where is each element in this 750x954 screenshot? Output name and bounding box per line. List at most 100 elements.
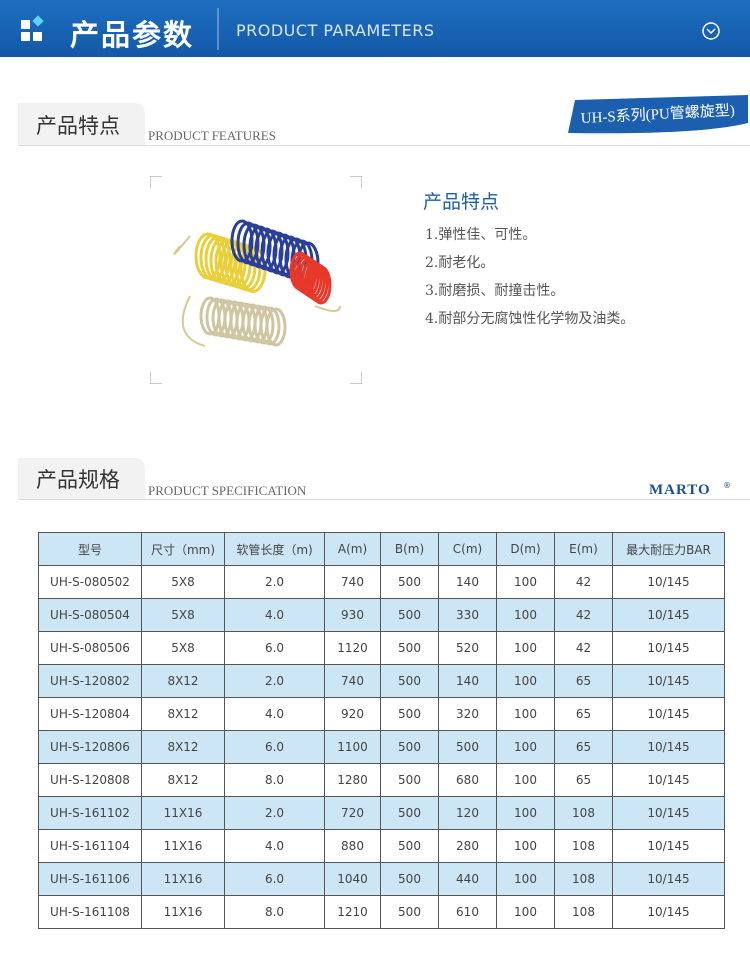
table-cell: 8.0 — [224, 763, 325, 797]
table-cell: 920 — [324, 697, 381, 731]
header-cell: E(m) — [554, 532, 613, 566]
table-cell: 10/145 — [612, 565, 725, 599]
table-cell: 100 — [496, 829, 555, 863]
tab-shape — [18, 103, 145, 145]
table-cell: 500 — [380, 598, 439, 632]
table-cell: 10/145 — [612, 796, 725, 830]
table-cell: UH-S-120806 — [38, 730, 142, 764]
table-cell: 10/145 — [612, 763, 725, 797]
header-cell: 软管长度（m) — [224, 532, 325, 566]
tab-shape — [18, 458, 145, 500]
header-cell: 最大耐压力BAR — [612, 532, 725, 566]
hose-tail — [173, 235, 341, 347]
table-cell: 5X8 — [141, 565, 225, 599]
table-cell: 100 — [496, 763, 555, 797]
section-subtitle: PRODUCT SPECIFICATION — [148, 483, 307, 498]
spec-table: 型号 尺寸（mm) 软管长度（m) A(m) B(m) C(m) D(m) E(m) 最大耐压力… — [38, 532, 725, 929]
table-cell: 440 — [438, 862, 497, 896]
table-cell: 108 — [554, 895, 613, 929]
table-cell: 880 — [324, 829, 381, 863]
table-cell: 740 — [324, 664, 381, 698]
table-cell: 680 — [438, 763, 497, 797]
table-cell: UH-S-161106 — [38, 862, 142, 896]
table-cell: 11X16 — [141, 862, 225, 896]
coil-ring — [253, 305, 275, 345]
icon-diamond — [32, 15, 44, 27]
table-cell: 100 — [496, 862, 555, 896]
table-cell: 8X12 — [141, 730, 225, 764]
table-row: UH-S-120808 8X12 8.0 1280 500 680 100 65 10/145 — [38, 763, 725, 797]
table-cell: 720 — [324, 796, 381, 830]
table-cell: 11X16 — [141, 895, 225, 929]
chevron-circle[interactable] — [702, 22, 720, 40]
product-image — [150, 176, 362, 384]
section-line — [18, 145, 750, 146]
table-cell: 100 — [496, 664, 555, 698]
table-cell: 10/145 — [612, 664, 725, 698]
table-cell: 65 — [554, 730, 613, 764]
table-cell: 10/145 — [612, 697, 725, 731]
section-subtitle: PRODUCT FEATURES — [148, 128, 276, 143]
section-decor: UH-S系列(PU管螺旋型) — [18, 95, 748, 145]
header-cell: B(m) — [380, 532, 439, 566]
table-cell: 42 — [554, 598, 613, 632]
table-cell: UH-S-080504 — [38, 598, 142, 632]
table-cell: 500 — [438, 730, 497, 764]
table-cell: 10/145 — [612, 598, 725, 632]
coil-ring — [265, 307, 287, 347]
table-cell: 500 — [380, 763, 439, 797]
table-cell: 740 — [324, 565, 381, 599]
table-cell: 10/145 — [612, 895, 725, 929]
table-cell: 100 — [496, 598, 555, 632]
table-row: UH-S-161106 11X16 6.0 1040 500 440 100 108 10/14… — [38, 862, 725, 896]
header-subtitle: PRODUCT PARAMETERS — [236, 21, 435, 40]
icon-square — [21, 20, 30, 29]
table-cell: 100 — [496, 895, 555, 929]
table-row: UH-S-120806 8X12 6.0 1100 500 500 100 65 10/145 — [38, 730, 725, 764]
table-cell: 320 — [438, 697, 497, 731]
table-cell: 500 — [380, 796, 439, 830]
table-cell: UH-S-120804 — [38, 697, 142, 731]
table-cell: 11X16 — [141, 796, 225, 830]
section-title: 产品规格 — [36, 468, 120, 492]
brand: MARTO — [649, 482, 711, 498]
feature-item: 4.耐部分无腐蚀性化学物及油类。 — [425, 311, 635, 327]
table-cell: 2.0 — [224, 796, 325, 830]
table-cell: 6.0 — [224, 631, 325, 665]
table-cell: 65 — [554, 763, 613, 797]
table-cell: 610 — [438, 895, 497, 929]
table-cell: 120 — [438, 796, 497, 830]
table-cell: 5X8 — [141, 598, 225, 632]
table-cell: 500 — [380, 895, 439, 929]
table-cell: 100 — [496, 631, 555, 665]
table-cell: 6.0 — [224, 862, 325, 896]
table-cell: 100 — [496, 796, 555, 830]
table-cell: 108 — [554, 862, 613, 896]
table-cell: 10/145 — [612, 730, 725, 764]
table-row: UH-S-080502 5X8 2.0 740 500 140 100 42 10/145 — [38, 565, 725, 599]
table-cell: 500 — [380, 829, 439, 863]
table-cell: 8X12 — [141, 763, 225, 797]
table-row: UH-S-080506 5X8 6.0 1120 500 520 100 42 10/145 — [38, 631, 725, 665]
section-decor — [18, 458, 145, 500]
feature-item: 3.耐磨损、耐撞击性。 — [425, 283, 565, 299]
table-cell: UH-S-080502 — [38, 565, 142, 599]
header-cell: 型号 — [38, 532, 142, 566]
table-cell: 65 — [554, 697, 613, 731]
table-cell: 108 — [554, 829, 613, 863]
table-row: UH-S-120802 8X12 2.0 740 500 140 100 65 10/145 — [38, 664, 725, 698]
table-cell: 500 — [380, 631, 439, 665]
header-cell: A(m) — [324, 532, 381, 566]
table-cell: UH-S-161108 — [38, 895, 142, 929]
table-cell: 8.0 — [224, 895, 325, 929]
table-cell: 500 — [380, 565, 439, 599]
table-cell: 100 — [496, 730, 555, 764]
table-row: UH-S-120804 8X12 4.0 920 500 320 100 65 10/145 — [38, 697, 725, 731]
header-cell: C(m) — [438, 532, 497, 566]
table-cell: 930 — [324, 598, 381, 632]
table-cell: 5X8 — [141, 631, 225, 665]
coil-ring — [310, 265, 332, 305]
table-cell: 4.0 — [224, 697, 325, 731]
table-cell: UH-S-120808 — [38, 763, 142, 797]
